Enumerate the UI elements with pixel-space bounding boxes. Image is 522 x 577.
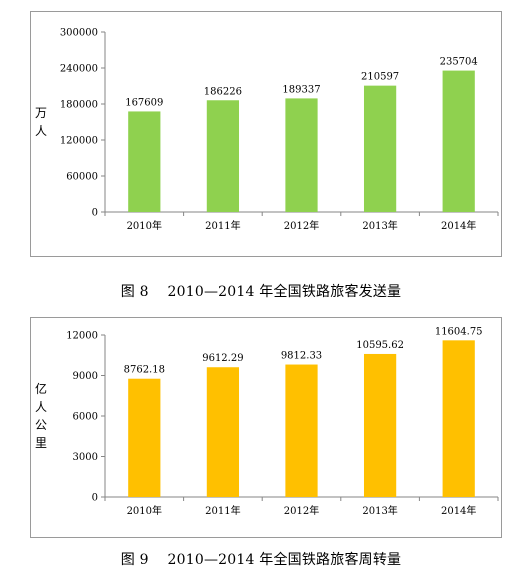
bar	[442, 70, 475, 212]
x-tick-label: 2014年	[441, 504, 476, 517]
data-label: 189337	[282, 84, 320, 95]
bar	[285, 364, 318, 497]
y-tick-label: 180000	[60, 100, 98, 111]
bar	[363, 85, 397, 212]
data-label: 10595.62	[356, 340, 404, 351]
y-tick-label: 12000	[66, 331, 98, 342]
chart-1-passenger-volume: 0 60000 120000 180000 240000 300000 万人 167609 20…	[35, 28, 499, 232]
data-label: 210597	[361, 72, 399, 83]
x-tick-label: 2014年	[441, 219, 476, 232]
figure-9-caption: 图 9 2010—2014 年全国铁路旅客周转量	[120, 552, 402, 568]
chart-2-frame: 0 3000 6000 9000 12000 亿人公里 8762.18 2010年 9612.2…	[30, 317, 502, 538]
bar	[206, 100, 240, 212]
y-axis-label-char: 里	[35, 436, 47, 450]
bar	[128, 111, 161, 212]
x-tick-label: 2013年	[362, 504, 397, 517]
bar	[363, 353, 397, 497]
y-tick-label: 0	[92, 208, 98, 219]
bar	[128, 378, 161, 497]
y-tick-label: 300000	[60, 28, 98, 39]
bar	[442, 340, 475, 497]
data-label: 235704	[440, 57, 478, 68]
x-tick-label: 2011年	[205, 219, 240, 232]
y-tick-label: 6000	[73, 412, 98, 423]
y-tick-label: 120000	[60, 136, 98, 147]
y-axis-label-char: 人	[35, 400, 47, 414]
chart-1-frame: 0 60000 120000 180000 240000 300000 万人 167609 20…	[30, 11, 502, 257]
figure-8-caption: 图 8 2010—2014 年全国铁路旅客发送量	[120, 284, 402, 300]
y-axis-label-char: 亿	[35, 381, 47, 396]
x-tick-label: 2012年	[284, 504, 319, 517]
data-label: 11604.75	[435, 326, 483, 337]
y-tick-label: 0	[92, 493, 98, 504]
data-label: 9812.33	[281, 351, 322, 362]
data-label: 167609	[125, 97, 163, 108]
y-tick-label: 60000	[66, 172, 98, 183]
data-label: 186226	[204, 86, 242, 97]
x-tick-label: 2010年	[127, 219, 162, 232]
x-tick-label: 2012年	[284, 219, 319, 232]
x-tick-label: 2013年	[362, 219, 397, 232]
data-label: 9612.29	[202, 353, 243, 364]
y-axis-label-char: 人	[35, 124, 47, 138]
data-label: 8762.18	[124, 365, 165, 376]
x-tick-label: 2010年	[127, 504, 162, 517]
x-tick-label: 2011年	[205, 504, 240, 517]
bar	[206, 367, 240, 497]
y-tick-label: 3000	[73, 452, 98, 463]
y-tick-label: 240000	[60, 64, 98, 75]
y-axis-label-char: 万	[35, 106, 47, 120]
y-axis-label-char: 公	[35, 418, 47, 432]
bar	[285, 98, 318, 212]
y-tick-label: 9000	[73, 371, 98, 382]
